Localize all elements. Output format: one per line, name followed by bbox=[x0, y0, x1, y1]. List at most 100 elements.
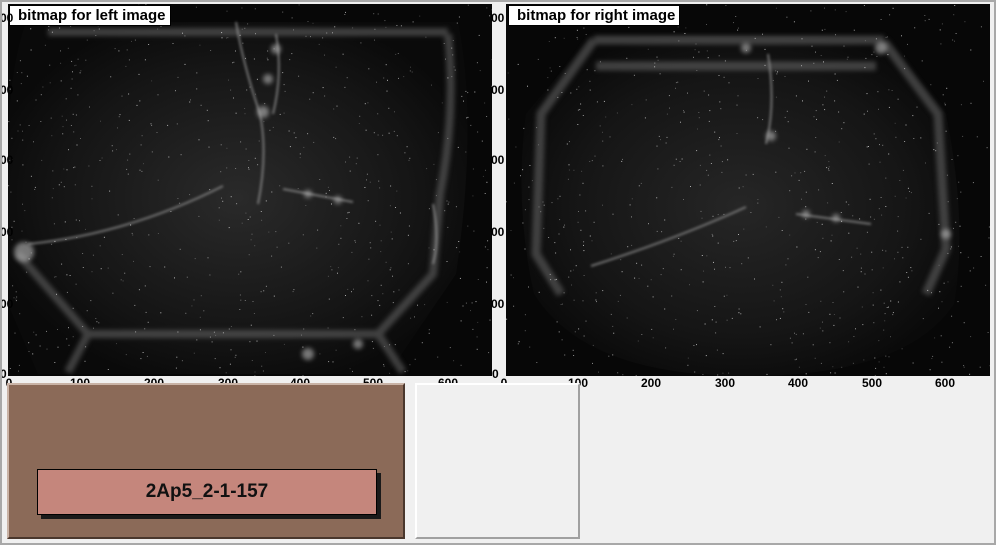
noise-pixel bbox=[805, 304, 807, 305]
noise-pixel bbox=[881, 214, 883, 216]
noise-pixel bbox=[46, 348, 48, 350]
noise-pixel bbox=[662, 268, 664, 270]
noise-pixel bbox=[486, 281, 487, 283]
noise-pixel bbox=[331, 269, 333, 271]
noise-pixel bbox=[728, 372, 730, 374]
noise-pixel bbox=[459, 277, 461, 279]
noise-pixel bbox=[698, 112, 700, 113]
noise-pixel bbox=[932, 355, 934, 357]
noise-pixel bbox=[57, 329, 58, 330]
noise-pixel bbox=[335, 66, 337, 68]
noise-pixel bbox=[617, 372, 619, 374]
noise-pixel bbox=[811, 45, 813, 47]
noise-pixel bbox=[348, 211, 350, 213]
noise-pixel bbox=[336, 105, 338, 107]
noise-pixel bbox=[568, 164, 570, 166]
noise-pixel bbox=[554, 242, 556, 244]
noise-pixel bbox=[886, 36, 888, 38]
noise-pixel bbox=[475, 301, 477, 303]
right-bitmap-plot[interactable] bbox=[506, 4, 990, 376]
noise-pixel bbox=[249, 86, 251, 88]
noise-pixel bbox=[261, 219, 263, 221]
noise-pixel bbox=[515, 146, 517, 148]
noise-pixel bbox=[340, 237, 342, 239]
noise-pixel bbox=[406, 146, 408, 148]
noise-pixel bbox=[74, 65, 76, 67]
noise-pixel bbox=[233, 61, 235, 63]
noise-pixel bbox=[700, 210, 702, 212]
noise-pixel bbox=[745, 174, 747, 176]
noise-pixel bbox=[394, 344, 396, 346]
noise-pixel bbox=[718, 75, 720, 76]
noise-pixel bbox=[783, 311, 785, 313]
noise-pixel bbox=[698, 51, 700, 53]
noise-pixel bbox=[813, 62, 815, 64]
noise-pixel bbox=[96, 321, 98, 323]
noise-pixel bbox=[295, 137, 297, 139]
noise-pixel bbox=[938, 264, 940, 266]
noise-pixel bbox=[247, 23, 249, 25]
run-label-box[interactable]: 2Ap5_2-1-157 bbox=[37, 469, 377, 515]
noise-pixel bbox=[409, 157, 411, 159]
noise-pixel bbox=[298, 4, 300, 6]
noise-pixel bbox=[128, 93, 130, 95]
noise-pixel bbox=[754, 278, 755, 280]
noise-pixel bbox=[928, 212, 930, 214]
noise-pixel bbox=[196, 88, 198, 90]
noise-pixel bbox=[711, 233, 713, 235]
noise-pixel bbox=[705, 355, 707, 357]
noise-pixel bbox=[962, 135, 964, 137]
noise-pixel bbox=[973, 267, 975, 269]
empty-pad[interactable] bbox=[415, 383, 580, 539]
noise-pixel bbox=[714, 131, 716, 133]
noise-pixel bbox=[149, 266, 151, 268]
noise-pixel bbox=[349, 170, 351, 172]
noise-pixel bbox=[342, 53, 344, 55]
noise-pixel bbox=[668, 95, 670, 97]
noise-pixel bbox=[458, 241, 460, 242]
noise-pixel bbox=[374, 28, 376, 30]
noise-pixel bbox=[568, 276, 570, 278]
noise-pixel bbox=[621, 160, 623, 162]
noise-pixel bbox=[564, 73, 566, 74]
noise-pixel bbox=[636, 262, 638, 264]
noise-pixel bbox=[795, 333, 797, 335]
left-bitmap-plot[interactable] bbox=[8, 4, 492, 376]
noise-pixel bbox=[40, 121, 42, 122]
noise-pixel bbox=[719, 137, 720, 139]
noise-pixel bbox=[631, 198, 633, 200]
noise-pixel bbox=[964, 21, 966, 23]
noise-pixel bbox=[735, 240, 737, 242]
noise-pixel bbox=[656, 230, 658, 232]
noise-pixel bbox=[365, 129, 367, 131]
noise-pixel bbox=[110, 76, 112, 78]
right-x-tick: 300 bbox=[714, 376, 736, 390]
noise-pixel bbox=[878, 208, 880, 210]
noise-pixel bbox=[379, 224, 381, 226]
noise-pixel bbox=[888, 356, 890, 358]
noise-pixel bbox=[874, 375, 876, 376]
noise-pixel bbox=[433, 249, 435, 251]
noise-pixel bbox=[864, 273, 866, 275]
noise-pixel bbox=[696, 344, 697, 346]
noise-pixel bbox=[796, 246, 798, 248]
noise-pixel bbox=[254, 157, 256, 159]
noise-pixel bbox=[876, 56, 878, 57]
noise-pixel bbox=[125, 65, 127, 67]
noise-pixel bbox=[160, 312, 162, 314]
noise-pixel bbox=[445, 58, 446, 60]
noise-pixel bbox=[779, 317, 781, 319]
noise-pixel bbox=[454, 69, 456, 71]
noise-pixel bbox=[245, 148, 247, 150]
noise-pixel bbox=[360, 42, 362, 44]
noise-pixel bbox=[939, 291, 941, 293]
noise-pixel bbox=[221, 37, 223, 39]
noise-pixel bbox=[696, 150, 698, 152]
noise-pixel bbox=[472, 168, 474, 170]
noise-pixel bbox=[789, 234, 791, 236]
noise-pixel bbox=[61, 115, 63, 117]
noise-pixel bbox=[451, 76, 453, 78]
noise-pixel bbox=[901, 246, 903, 248]
noise-pixel bbox=[235, 112, 237, 114]
noise-pixel bbox=[359, 115, 361, 117]
